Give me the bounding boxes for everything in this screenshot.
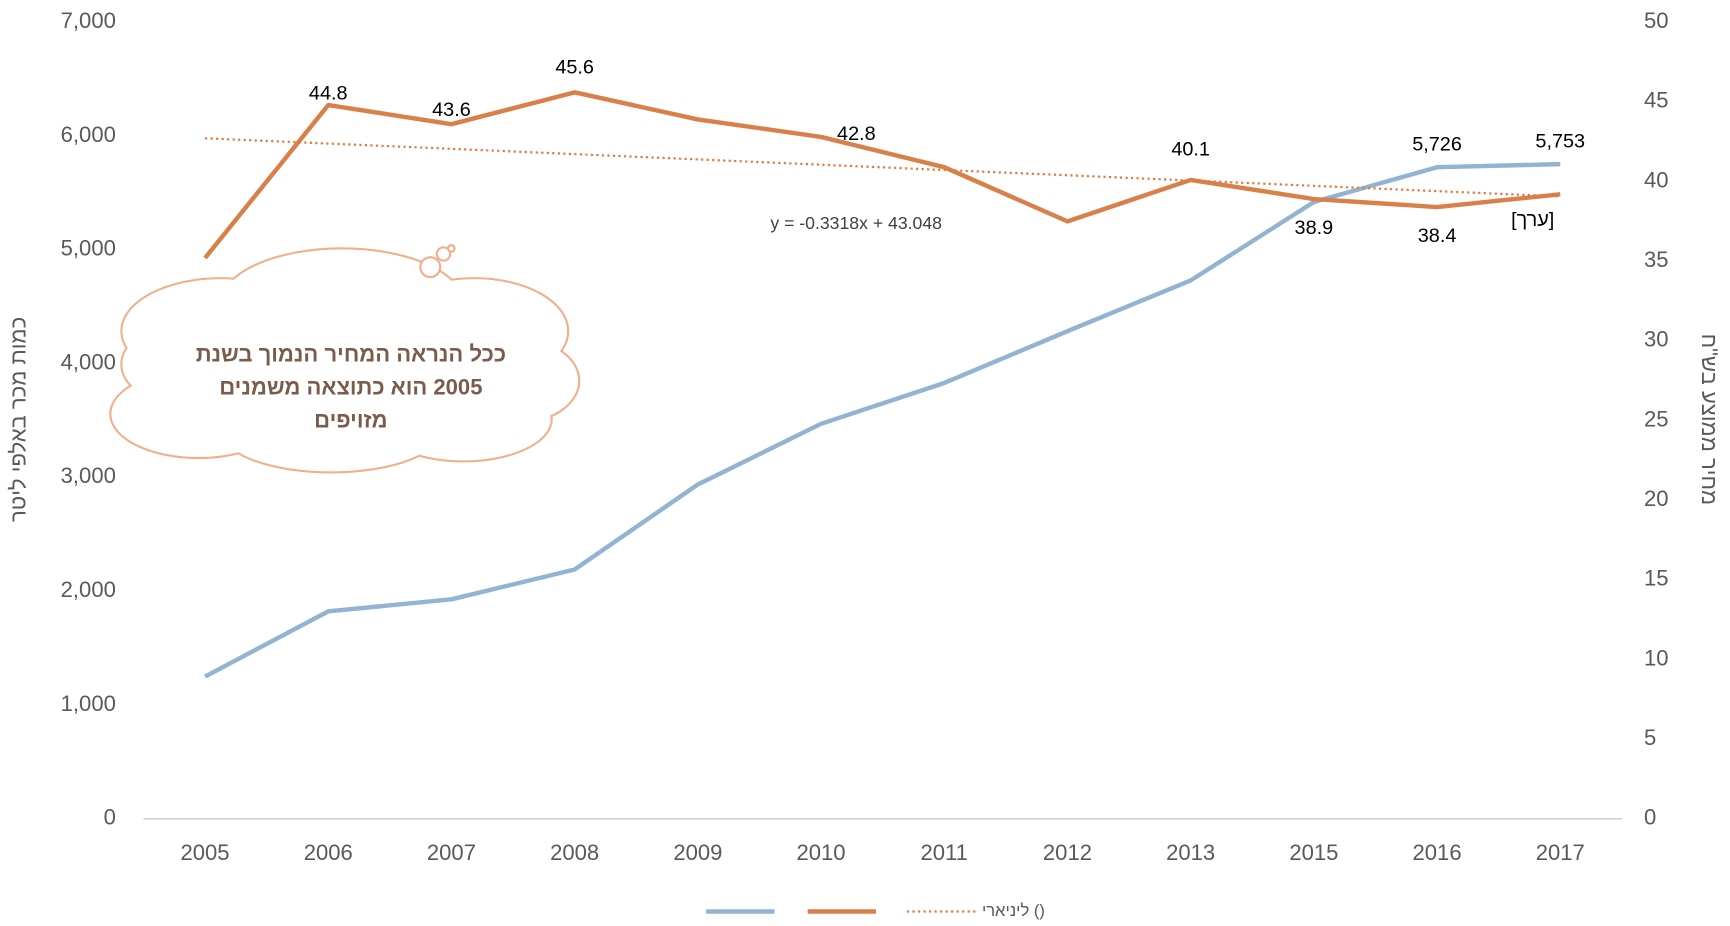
y2-tick-label: 10 bbox=[1644, 645, 1669, 670]
y2-tick-label: 25 bbox=[1644, 406, 1669, 431]
data-label: 42.8 bbox=[837, 123, 876, 145]
annotation-text: ככל הנראה המחיר הנמוך בשנת bbox=[196, 341, 506, 366]
y-tick-label: 5,000 bbox=[61, 236, 116, 261]
data-label: 44.8 bbox=[309, 82, 348, 104]
data-label: 45.6 bbox=[555, 56, 594, 78]
y-tick-label: 6,000 bbox=[61, 122, 116, 147]
page: כמות מכר באלפי ליטר מחיר ממוצע בש"ח 0 1,0… bbox=[0, 0, 1730, 926]
x-tick-label: 2008 bbox=[550, 840, 599, 865]
trend-line bbox=[205, 138, 1560, 196]
x-tick-label: 2016 bbox=[1413, 840, 1462, 865]
y-tick-label: 3,000 bbox=[61, 463, 116, 488]
y2-tick-label: 45 bbox=[1644, 88, 1669, 113]
x-tick-label: 2010 bbox=[797, 840, 846, 865]
x-tick-label: 2007 bbox=[427, 840, 476, 865]
y-tick-label: 2,000 bbox=[61, 577, 116, 602]
y2-axis-title: מחיר ממוצע בש"ח bbox=[1697, 334, 1722, 505]
x-tick-label: 2013 bbox=[1166, 840, 1215, 865]
data-label: 40.1 bbox=[1171, 138, 1210, 160]
data-label: 38.9 bbox=[1295, 217, 1334, 239]
data-label: 43.6 bbox=[432, 99, 471, 121]
data-label: 38.4 bbox=[1418, 225, 1457, 247]
legend-label: ליניארי () bbox=[982, 901, 1045, 920]
y2-tick-label: 40 bbox=[1644, 167, 1669, 192]
annotation-text: מזויפים bbox=[314, 407, 387, 432]
y2-tick-label: 5 bbox=[1644, 725, 1656, 750]
data-label: [ערך] bbox=[1511, 209, 1554, 231]
x-tick-label: 2011 bbox=[921, 840, 968, 865]
x-tick-label: 2015 bbox=[1289, 840, 1338, 865]
x-tick-label: 2006 bbox=[304, 840, 353, 865]
y-tick-label: 4,000 bbox=[61, 349, 116, 374]
y2-tick-label: 35 bbox=[1644, 247, 1669, 272]
data-label: 5,753 bbox=[1535, 130, 1585, 152]
y2-tick-label: 50 bbox=[1644, 8, 1669, 33]
chart: כמות מכר באלפי ליטר מחיר ממוצע בש"ח 0 1,0… bbox=[0, 0, 1730, 926]
x-tick-label: 2012 bbox=[1043, 840, 1092, 865]
y-tick-label: 0 bbox=[104, 805, 116, 830]
y2-tick-label: 15 bbox=[1644, 566, 1669, 591]
y-axis-title: כמות מכר באלפי ליטר bbox=[6, 317, 31, 522]
y2-tick-label: 30 bbox=[1644, 327, 1669, 352]
trend-equation: y = -0.3318x + 43.048 bbox=[770, 213, 942, 233]
x-tick-label: 2005 bbox=[181, 840, 230, 865]
y-tick-label: 1,000 bbox=[61, 691, 116, 716]
y2-tick-label: 0 bbox=[1644, 805, 1656, 830]
x-tick-label: 2009 bbox=[673, 840, 722, 865]
data-label: 5,726 bbox=[1412, 133, 1462, 155]
y2-tick-label: 20 bbox=[1644, 486, 1669, 511]
y-tick-label: 7,000 bbox=[61, 8, 116, 33]
series-line bbox=[205, 92, 1560, 258]
x-tick-label: 2017 bbox=[1536, 840, 1585, 865]
annotation-text: 2005 הוא כתוצאה משמנים bbox=[219, 374, 482, 399]
